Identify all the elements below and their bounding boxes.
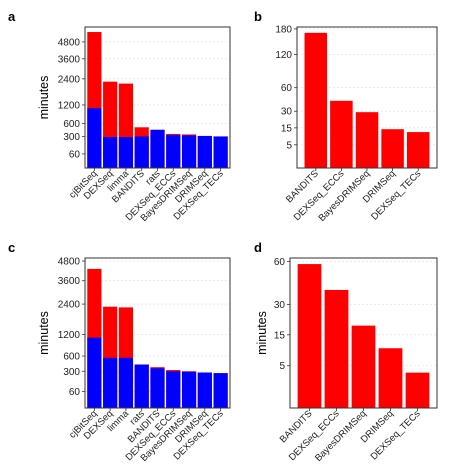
y-axis-label: minutes — [37, 76, 51, 120]
y-tick-label: 300 — [63, 132, 80, 143]
panel-letter-b: b — [254, 9, 262, 24]
bar — [181, 135, 197, 168]
bar — [118, 357, 134, 408]
y-tick-label: 30 — [274, 300, 286, 311]
y-tick-label: 120 — [275, 50, 292, 61]
panel-a-chart: 603006001200240036004800cjBitSeqDEXSeqli… — [37, 26, 231, 224]
y-axis-label: minutes — [255, 311, 269, 355]
y-tick-label: 300 — [63, 367, 80, 378]
bar — [355, 112, 379, 168]
y-tick-label: 15 — [274, 330, 286, 341]
bar — [166, 134, 181, 168]
y-tick-label: 1200 — [58, 330, 81, 341]
panel-d-chart: 5153060BANDITSDEXSeq_ECCsBayesDRIMSeqDRI… — [255, 257, 438, 464]
bar — [351, 325, 376, 408]
y-tick-label: 5 — [286, 140, 292, 151]
bar — [213, 136, 228, 168]
y-tick-label: 2400 — [58, 300, 81, 311]
bar — [134, 136, 149, 168]
panel-letter-d: d — [254, 240, 262, 255]
bar — [103, 357, 118, 408]
bar — [330, 100, 353, 168]
bar — [150, 129, 165, 168]
panel-b-chart: 5153060120180BANDITSDEXSeq_ECCsBayesDRIM… — [275, 24, 438, 224]
y-tick-label: 30 — [281, 107, 293, 118]
y-axis-label: minutes — [37, 311, 51, 355]
y-tick-label: 60 — [274, 257, 286, 268]
y-tick-label: 4800 — [58, 257, 81, 268]
bar — [118, 137, 134, 168]
y-tick-label: 15 — [281, 123, 293, 134]
y-tick-label: 60 — [69, 387, 81, 398]
bar — [304, 32, 328, 168]
bar — [166, 371, 181, 408]
bar — [134, 364, 149, 408]
bar — [213, 373, 228, 408]
bar — [103, 137, 118, 168]
y-tick-label: 2400 — [58, 74, 81, 85]
bar — [197, 135, 212, 168]
bar — [197, 372, 212, 408]
bar — [181, 371, 197, 408]
bar — [324, 289, 349, 408]
bar — [406, 132, 430, 168]
bar — [87, 108, 102, 168]
panel-letter-a: a — [8, 9, 16, 24]
bar — [87, 337, 102, 408]
y-tick-label: 60 — [69, 149, 81, 160]
panel-letter-c: c — [8, 240, 15, 255]
y-tick-label: 3600 — [58, 54, 81, 65]
y-tick-label: 4800 — [58, 37, 81, 48]
y-tick-label: 3600 — [58, 276, 81, 287]
bar — [378, 348, 403, 408]
y-tick-label: 600 — [63, 119, 80, 130]
x-tick-label: DEXSeq_TECs — [369, 408, 423, 462]
panel-c-chart: 603006001200240036004800cjBitSeqDEXSeqli… — [37, 257, 231, 464]
bar — [150, 368, 165, 408]
y-tick-label: 600 — [63, 352, 80, 363]
y-tick-label: 1200 — [58, 100, 81, 111]
y-tick-label: 60 — [281, 83, 293, 94]
y-tick-label: 5 — [279, 361, 285, 372]
y-tick-label: 180 — [275, 24, 292, 35]
bar — [381, 129, 404, 168]
bar — [297, 264, 322, 408]
bar — [405, 372, 430, 408]
